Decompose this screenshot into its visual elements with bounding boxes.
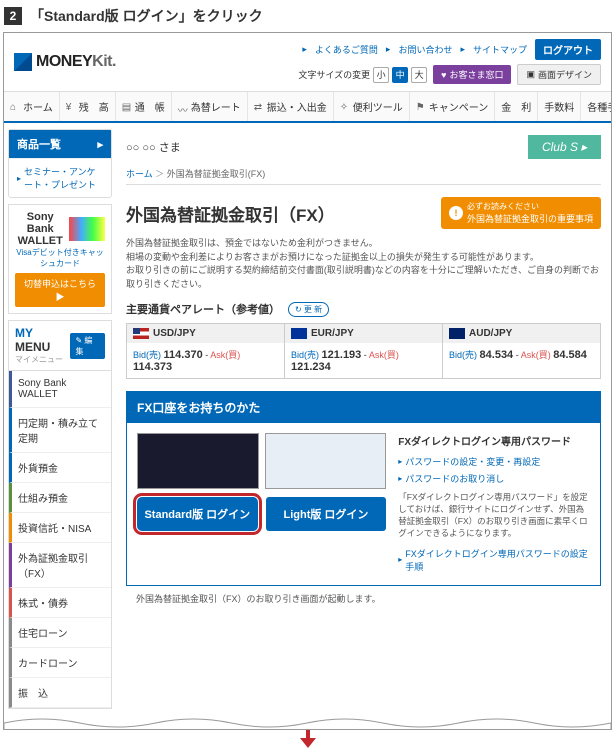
rate-header: EUR/JPY [285,324,442,343]
card-image [69,217,105,241]
logout-button[interactable]: ログアウト [535,39,601,60]
rates-update-button[interactable]: ↻ 更 新 [288,302,329,317]
mymenu-item[interactable]: 仕組み預金 [9,483,111,513]
greeting: ○○ ○○ さま [126,139,181,155]
light-login-button[interactable]: Light版 ログイン [266,497,387,531]
description: 外国為替証拠金取引は、預金ではないため金利がつきません。 相場の変動や金利差によ… [126,237,601,291]
rate-values: Bid(売) 84.534 - Ask(買) 84.584 [443,343,600,366]
nav-misc[interactable]: 各種手続 [581,92,612,121]
rates-table: USD/JPYBid(売) 114.370 - Ask(買) 114.373EU… [126,323,601,379]
thumb-light [265,433,387,489]
link-pw-set[interactable]: ▸パスワードの設定・変更・再設定 [398,453,590,470]
link-pw-guide[interactable]: ▸FXダイレクトログイン専用パスワードの設定手順 [398,545,590,575]
fontsize-small[interactable]: 小 [373,67,389,83]
clubs-badge[interactable]: Club S▸ [528,135,601,159]
sony-apply-button[interactable]: 切替申込はこちら ▶ [15,273,105,307]
mymenu-item[interactable]: 外貨預金 [9,453,111,483]
design-button[interactable]: ▣画面デザイン [517,64,601,85]
fontsize-medium[interactable]: 中 [392,67,408,83]
nav-interest[interactable]: 金 利 [495,92,538,121]
page-heading: 外国為替証拠金取引（FX） [126,201,335,226]
sidebar-products[interactable]: 商品一覧▸ [9,130,111,158]
rate-header: AUD/JPY [443,324,600,343]
nav-balance[interactable]: ¥残 高 [60,92,116,121]
nav-passbook[interactable]: ▤通 帳 [116,92,172,121]
link-pw-cancel[interactable]: ▸パスワードのお取り消し [398,470,590,487]
fx-password-title: FXダイレクトログイン専用パスワード [398,433,590,448]
nav-rate[interactable]: 〰為替レート [172,92,248,121]
rate-values: Bid(売) 114.370 - Ask(買) 114.373 [127,343,284,378]
sidebar-seminar[interactable]: ▸セミナー・アンケート・プレゼント [9,158,111,197]
standard-login-button[interactable]: Standard版 ログイン [137,497,258,531]
logo-icon [14,53,32,71]
fxbox-title: FX口座をお持ちのかた [127,392,600,423]
mymenu-edit-button[interactable]: ✎ 編集 [70,333,105,359]
sony-wallet-card[interactable]: Sony BankWALLET Visaデビット付きキャッシュカード 切替申込は… [8,204,112,314]
main-nav: ⌂ホーム ¥残 高 ▤通 帳 〰為替レート ⇄振込・入出金 ✧便利ツール ⚑キャ… [4,92,611,123]
sony-subtitle: Visaデビット付きキャッシュカード [15,247,105,269]
crumb-current: 外国為替証拠金取引(FX) [167,169,266,179]
step-text: 「Standard版 ログイン」をクリック [30,6,263,26]
rate-header: USD/JPY [127,324,284,343]
mymenu-item[interactable]: 株式・債券 [9,588,111,618]
mymenu-item[interactable]: Sony Bank WALLET [9,371,111,408]
logo[interactable]: MONEYKit. [14,53,116,71]
fx-password-desc: 「FXダイレクトログイン専用パスワード」を設定しておけば、銀行サイトにログインせ… [398,492,590,540]
mymenu-item[interactable]: 住宅ローン [9,618,111,648]
flag-icon [449,328,465,339]
flag-icon [291,328,307,339]
crumb-home[interactable]: ホーム [126,169,153,179]
flag-icon [133,328,149,339]
browser-page: MONEYKit. ▸よくあるご質問 ▸お問い合わせ ▸サイトマップ ログアウト… [3,32,612,730]
link-sitemap[interactable]: サイトマップ [473,43,527,56]
support-button[interactable]: ♥お客さま窓口 [433,65,511,84]
rate-values: Bid(売) 121.193 - Ask(買) 121.234 [285,343,442,378]
logo-text: MONEYKit. [36,53,116,71]
wave-divider [4,715,611,729]
mymenu-item[interactable]: 振 込 [9,678,111,708]
mymenu-item[interactable]: 外為証拠金取引（FX） [9,543,111,588]
nav-home[interactable]: ⌂ホーム [4,92,60,121]
mymenu-item[interactable]: カードローン [9,648,111,678]
thumb-standard [137,433,259,489]
rates-title: 主要通貨ペアレート（参考値） [126,301,280,317]
fontsize-label: 文字サイズの変更 [298,68,370,81]
nav-transfer[interactable]: ⇄振込・入出金 [248,92,334,121]
nav-campaign[interactable]: ⚑キャンペーン [410,92,496,121]
mymenu-title: MY [15,326,33,340]
breadcrumb: ホーム ＞ 外国為替証拠金取引(FX) [126,163,601,185]
nav-fee[interactable]: 手数料 [538,92,581,121]
warning-icon: ! [449,206,463,220]
footnote: 外国為替証拠金取引（FX）のお取り引き画面が起動します。 [126,586,601,611]
fontsize-large[interactable]: 大 [411,67,427,83]
step-number: 2 [4,7,22,25]
link-faq[interactable]: よくあるご質問 [315,43,378,56]
link-contact[interactable]: お問い合わせ [398,43,452,56]
mymenu-item[interactable]: 円定期・積み立て定期 [9,408,111,453]
nav-tools[interactable]: ✧便利ツール [334,92,410,121]
mymenu-item[interactable]: 投資信託・NISA [9,513,111,543]
warning-banner[interactable]: ! 必ずお読みください外国為替証拠金取引の重要事項 [441,197,601,229]
